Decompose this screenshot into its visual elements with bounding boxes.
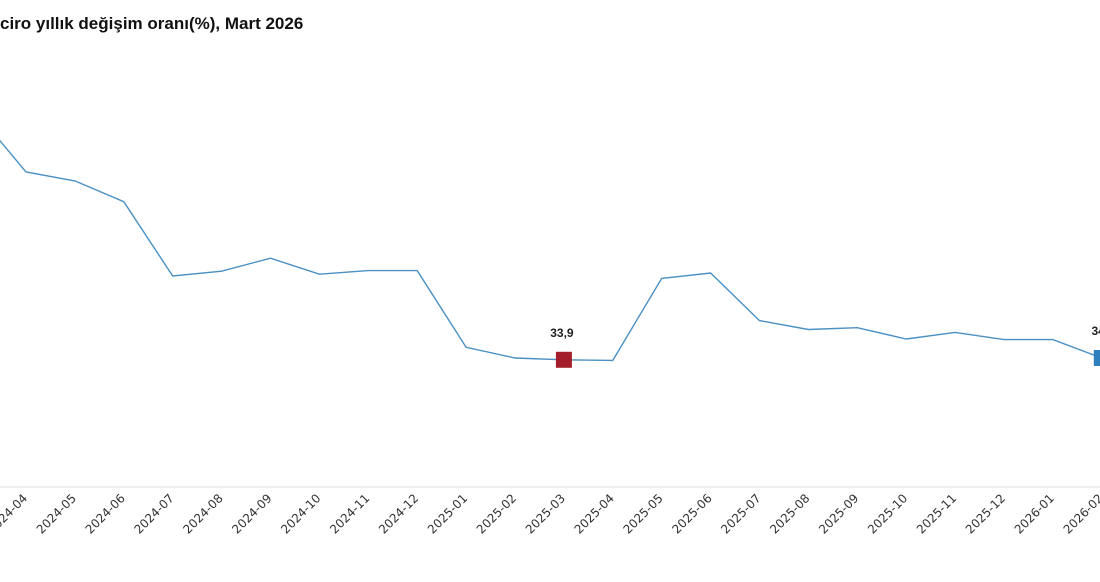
data-point-2024-12 [415,269,419,273]
data-label-2026-02: 34, [1091,324,1100,338]
x-tick-label: 2025-06 [669,491,714,536]
data-point-2025-09 [855,326,859,330]
data-point-2024-11 [366,269,370,273]
x-tick-label: 2024-09 [229,491,274,536]
x-tick-label: 2024-12 [376,491,421,536]
data-point-2024-05 [73,179,77,183]
x-tick-label: 2025-05 [620,491,665,536]
x-tick-label: 2025-03 [523,491,568,536]
data-label-2025-03: 33,9 [550,326,574,340]
x-tick-label: 2025-04 [572,491,617,536]
x-tick-label: 2024-11 [327,491,372,536]
data-point-2024-10 [317,272,321,276]
data-point-2025-05 [660,276,664,280]
data-point-2024-04 [24,170,28,174]
x-tick-label: 2025-08 [767,491,812,536]
x-tick-label: 2025-02 [474,491,519,536]
data-point-2025-08 [806,327,810,331]
x-tick-label: 2025-12 [963,491,1008,536]
data-point-2024-08 [220,269,224,273]
x-tick-label: 2024-08 [180,491,225,536]
x-tick-label: 2024-04 [0,491,30,536]
x-tick-label: 2025-11 [914,491,959,536]
x-tick-label: 2024-07 [131,491,176,536]
x-tick-label: 2025-01 [425,491,470,536]
highlight-marker-2026-02 [1093,350,1100,366]
data-point-2025-10 [904,337,908,341]
data-point-2025-06 [709,271,713,275]
data-point-2026-01 [1051,338,1055,342]
x-tick-label: 2025-09 [816,491,861,536]
data-point-2025-07 [758,319,762,323]
highlight-marker-2025-03 [555,351,572,368]
x-tick-label: 2026-01 [1012,491,1057,536]
x-tick-label: 2024-06 [83,491,128,536]
data-point-2024-06 [122,200,126,204]
x-tick-label: 2025-07 [718,491,763,536]
data-point-2024-09 [269,256,273,260]
series-line [0,139,1100,362]
x-tick-label: 2026-02 [1061,491,1100,536]
data-point-2025-12 [1002,338,1006,342]
data-point-2025-01 [464,345,468,349]
x-tick-label: 2024-05 [34,491,79,536]
data-point-2024-07 [171,274,175,278]
data-point-2025-02 [513,356,517,360]
data-point-2025-11 [953,330,957,334]
x-tick-label: 2024-10 [278,491,323,536]
data-point-2025-04 [611,358,615,362]
chart-title: ciro yıllık değişim oranı(%), Mart 2026 [0,14,304,33]
x-tick-label: 2025-10 [865,491,910,536]
